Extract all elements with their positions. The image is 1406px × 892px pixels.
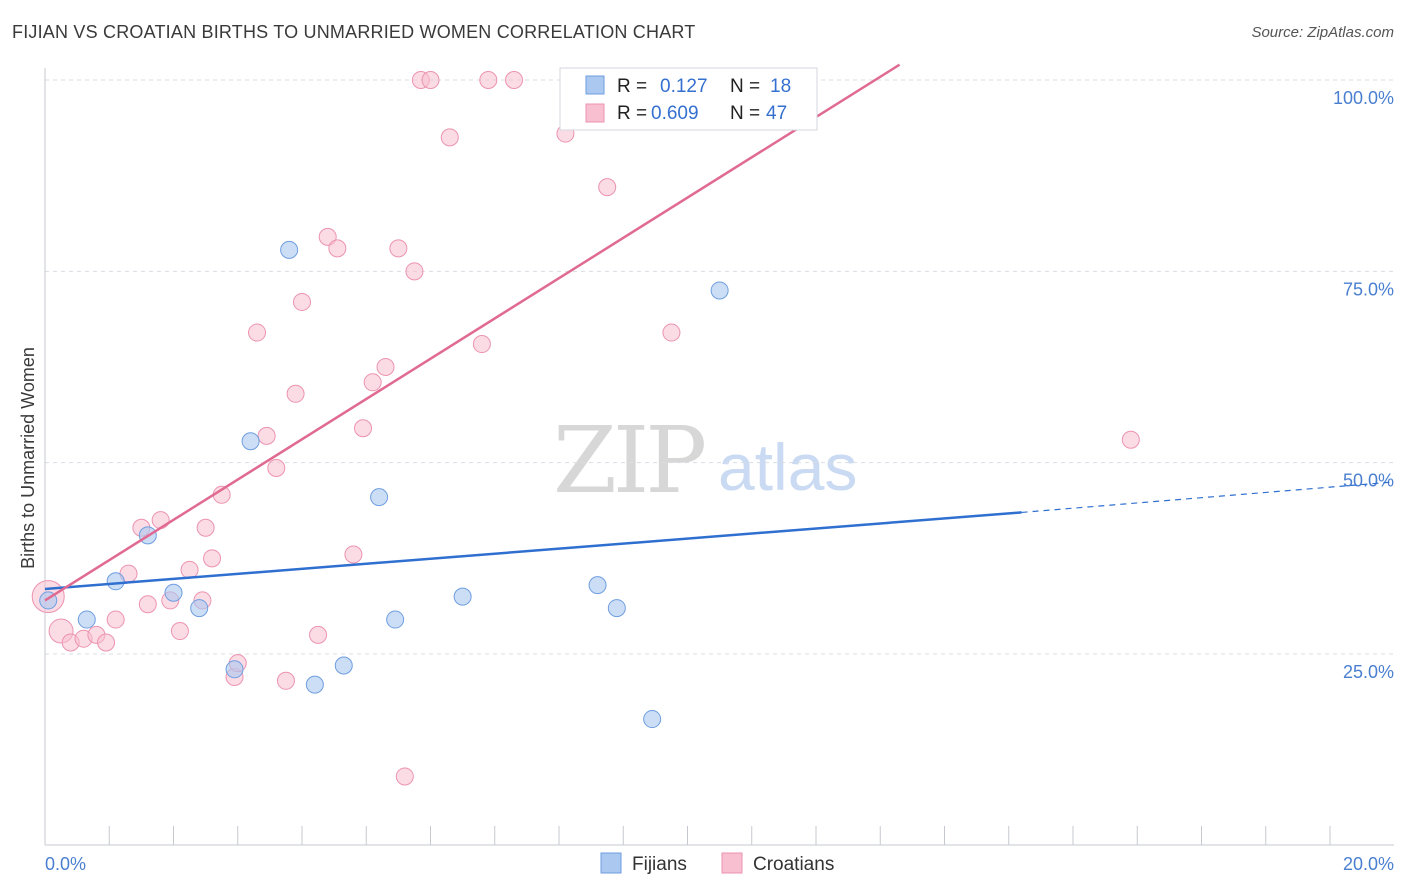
croatian-point [472, 335, 491, 354]
croatian-point [248, 323, 267, 342]
fijian-r-value: 0.127 [660, 76, 708, 97]
fijian-point [106, 572, 125, 591]
y-tick-label-25: 25.0% [1343, 662, 1394, 682]
stats-legend: R = 0.127 N = 18 R = 0.609 N = 47 [559, 67, 818, 131]
fijian-point [305, 675, 324, 694]
croatian-r-label: R = [617, 103, 647, 124]
croatian-point [151, 511, 170, 530]
fijian-point [190, 599, 209, 618]
croatian-point [440, 128, 459, 147]
fijian-point [225, 660, 244, 679]
croatian-point [662, 323, 681, 342]
y-axis-label: Births to Unmarried Women [18, 347, 38, 569]
fijian-point [334, 656, 353, 675]
croatian-point [293, 292, 311, 311]
axes [44, 68, 1394, 846]
y-tick-label-50: 50.0% [1343, 471, 1394, 491]
croatian-n-value: 47 [766, 103, 787, 124]
chart-title: FIJIAN VS CROATIAN BIRTHS TO UNMARRIED W… [12, 22, 696, 42]
fijian-point [280, 240, 299, 259]
bottom-legend-fijian-swatch [600, 852, 622, 874]
fijian-swatch [585, 75, 605, 95]
fijian-point [164, 583, 183, 602]
fijian-n-label: N = [730, 76, 760, 97]
y-tick-label-75: 75.0% [1343, 279, 1394, 299]
fijian-point [710, 281, 729, 300]
croatian-point [97, 633, 116, 652]
fijian-point [241, 432, 260, 451]
croatian-point [180, 560, 199, 579]
croatian-point [344, 545, 363, 564]
croatian-point [309, 625, 328, 644]
watermark-atlas: atlas [718, 430, 857, 504]
croatian-point [598, 178, 617, 197]
croatian-point [286, 384, 305, 403]
fijian-point [588, 576, 607, 595]
fijian-point [370, 488, 389, 507]
fijian-r-label: R = [617, 76, 647, 97]
croatian-point [138, 595, 157, 614]
croatian-point [389, 239, 408, 258]
croatian-point [421, 71, 440, 89]
croatian-point [318, 227, 337, 246]
croatian-point [196, 518, 215, 537]
bottom-legend-fijians: Fijians [632, 854, 687, 875]
croatian-point [479, 71, 498, 89]
croatian-point [106, 610, 125, 629]
fijian-point [77, 610, 96, 629]
croatian-point [276, 671, 295, 690]
croatian-point [376, 358, 395, 376]
y-tick-labels: 25.0% 50.0% 75.0% 100.0% [1333, 88, 1394, 682]
fijian-point [453, 587, 472, 606]
croatian-trend-line [44, 63, 901, 602]
croatian-point [170, 622, 189, 641]
croatian-point [505, 71, 524, 89]
croatian-point [203, 549, 222, 568]
grid-lines [45, 79, 1394, 655]
watermark-zip: ZIP [553, 407, 704, 514]
croatian-n-label: N = [730, 103, 760, 124]
croatian-point [267, 459, 286, 478]
croatian-point [363, 373, 382, 392]
fijian-point [386, 610, 405, 629]
croatian-point [354, 419, 373, 438]
croatian-r-value: 0.609 [651, 103, 699, 124]
bottom-legend-croatians: Croatians [753, 854, 834, 875]
x-tick-label-max: 20.0% [1343, 854, 1394, 874]
croatian-point [1121, 430, 1140, 449]
fijian-points [39, 240, 729, 729]
fijian-trend-line [44, 511, 1022, 591]
trend-lines [44, 63, 1395, 602]
bottom-legend: Fijians Croatians [600, 852, 834, 875]
y-tick-label-100: 100.0% [1333, 88, 1394, 108]
fijian-trend-extension [1021, 481, 1395, 514]
fijian-point [607, 599, 626, 618]
croatian-point [328, 239, 347, 258]
x-tick-label-min: 0.0% [45, 854, 86, 874]
source-label: Source: ZipAtlas.com [1251, 24, 1394, 41]
croatian-swatch [585, 103, 605, 123]
croatian-point [257, 426, 276, 445]
croatian-point [405, 262, 424, 281]
fijian-point [643, 710, 662, 729]
fijian-n-value: 18 [770, 76, 791, 97]
croatian-point [395, 767, 414, 786]
x-ticks [108, 826, 1331, 845]
bottom-legend-croatian-swatch [721, 852, 743, 874]
